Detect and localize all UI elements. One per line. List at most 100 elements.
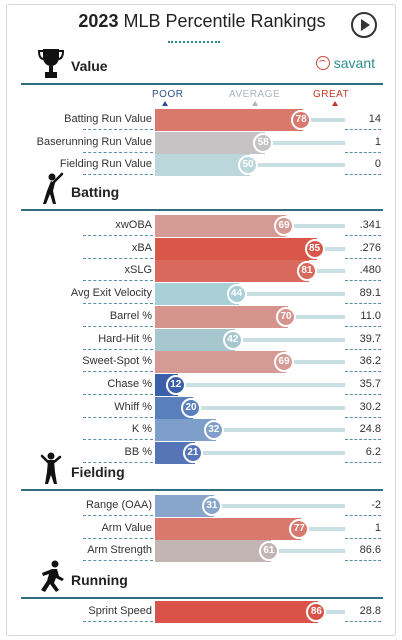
row-divider xyxy=(83,129,153,130)
percentile-bar xyxy=(155,419,216,442)
row-divider xyxy=(83,537,153,539)
row-divider xyxy=(345,257,381,259)
metric-label: Sprint Speed xyxy=(88,605,152,617)
metric-label: Fielding Run Value xyxy=(59,158,152,171)
section-value-header: Value savant xyxy=(7,45,397,85)
row-divider xyxy=(83,560,153,562)
percentile-badge: 21 xyxy=(182,443,203,463)
metric-label: BB % xyxy=(124,446,152,458)
row-divider xyxy=(345,439,381,441)
percentile-badge: 58 xyxy=(253,132,274,153)
metric-row: xSLG 81 .480 xyxy=(7,260,397,283)
metric-row: xBA 85 .276 xyxy=(7,237,397,260)
metric-label: Arm Value xyxy=(101,521,152,534)
row-divider xyxy=(83,393,153,395)
row-divider xyxy=(83,515,153,516)
play-icon[interactable] xyxy=(351,12,377,38)
metric-value: 1 xyxy=(374,521,381,534)
row-divider xyxy=(345,393,381,395)
row-divider xyxy=(83,303,153,305)
legend-average: AVERAGE xyxy=(229,89,281,100)
percentile-bar xyxy=(155,260,309,283)
percentile-card: 2023 MLB Percentile Rankings Value savan… xyxy=(6,4,396,636)
row-divider xyxy=(345,151,381,153)
percentile-track xyxy=(155,337,345,342)
section-divider xyxy=(21,209,383,211)
metric-value: 89.1 xyxy=(359,287,381,300)
percentile-bar xyxy=(155,517,302,540)
metric-row: Sweet-Spot % 69 36.2 xyxy=(7,351,397,374)
metric-value: 0 xyxy=(374,158,381,171)
metric-value: 11.0 xyxy=(360,309,381,322)
section-running-header: Running xyxy=(7,559,397,599)
percentile-track xyxy=(155,451,345,455)
metric-value: 28.8 xyxy=(359,605,381,617)
section-fielding-header: Fielding xyxy=(7,451,397,491)
percentile-badge: 44 xyxy=(226,284,247,305)
percentile-bar xyxy=(155,540,271,563)
row-divider xyxy=(83,280,153,282)
percentile-track xyxy=(155,504,345,508)
section-title-value: Value xyxy=(71,58,108,74)
section-divider xyxy=(21,489,383,491)
row-divider xyxy=(83,371,153,373)
metric-row: K % 32 24.8 xyxy=(7,419,397,442)
savant-text: savant xyxy=(333,55,375,71)
metric-value: 6.2 xyxy=(365,446,381,458)
row-divider xyxy=(345,303,381,305)
metric-label: Avg Exit Velocity xyxy=(70,287,152,300)
percentile-badge: 85 xyxy=(304,238,325,259)
metric-row: Arm Value 77 1 xyxy=(7,517,397,540)
row-divider xyxy=(345,515,381,516)
percentile-badge: 42 xyxy=(222,329,243,350)
percentile-badge: 61 xyxy=(258,541,279,562)
metric-label: K % xyxy=(131,423,152,436)
metric-label: Baserunning Run Value xyxy=(36,135,152,148)
percentile-bar xyxy=(155,131,266,154)
row-divider xyxy=(83,257,153,259)
metric-value: 35.7 xyxy=(359,377,381,390)
metric-row: Sprint Speed 86 28.8 xyxy=(7,601,397,623)
metric-label: Arm Strength xyxy=(87,544,152,557)
fielder-icon xyxy=(40,452,62,484)
metric-label: Hard-Hit % xyxy=(98,332,152,345)
row-divider xyxy=(83,462,153,463)
metric-value: 24.8 xyxy=(359,423,381,436)
row-divider xyxy=(83,416,153,418)
metric-label: Barrel % xyxy=(109,309,152,322)
metric-label: Whiff % xyxy=(114,400,152,413)
metric-value: .276 xyxy=(359,241,381,254)
percentile-badge: 78 xyxy=(291,110,312,130)
metric-value: 86.6 xyxy=(359,544,381,557)
metric-row: Avg Exit Velocity 44 89.1 xyxy=(7,283,397,306)
row-divider xyxy=(83,174,153,176)
percentile-bar xyxy=(155,154,250,177)
row-divider xyxy=(345,371,381,373)
percentile-bar xyxy=(155,215,287,237)
row-divider xyxy=(83,439,153,441)
section-batting-header: Batting xyxy=(7,171,397,211)
percentile-track xyxy=(155,428,345,433)
row-divider xyxy=(345,621,381,622)
metric-value: -2 xyxy=(371,499,381,511)
metric-label: xwOBA xyxy=(115,219,152,231)
metric-row: xwOBA 69 .341 xyxy=(7,215,397,237)
great-marker-icon xyxy=(332,101,338,106)
percentile-badge: 70 xyxy=(276,306,296,327)
percentile-badge: 12 xyxy=(165,374,186,395)
percentile-bar xyxy=(155,495,214,517)
section-divider xyxy=(21,597,383,599)
percentile-badge: 81 xyxy=(296,261,317,282)
percentile-badge: 50 xyxy=(238,155,258,176)
metric-label: Chase % xyxy=(107,377,152,390)
percentile-badge: 69 xyxy=(274,216,295,236)
row-divider xyxy=(83,151,153,153)
row-divider xyxy=(345,174,381,176)
percentile-badge: 86 xyxy=(306,602,327,622)
row-divider xyxy=(345,325,381,327)
percentile-bar xyxy=(155,237,317,260)
trophy-icon xyxy=(37,49,65,78)
percentile-bar xyxy=(155,305,288,328)
percentile-badge: 77 xyxy=(289,518,310,539)
metric-value: 36.2 xyxy=(359,355,381,368)
